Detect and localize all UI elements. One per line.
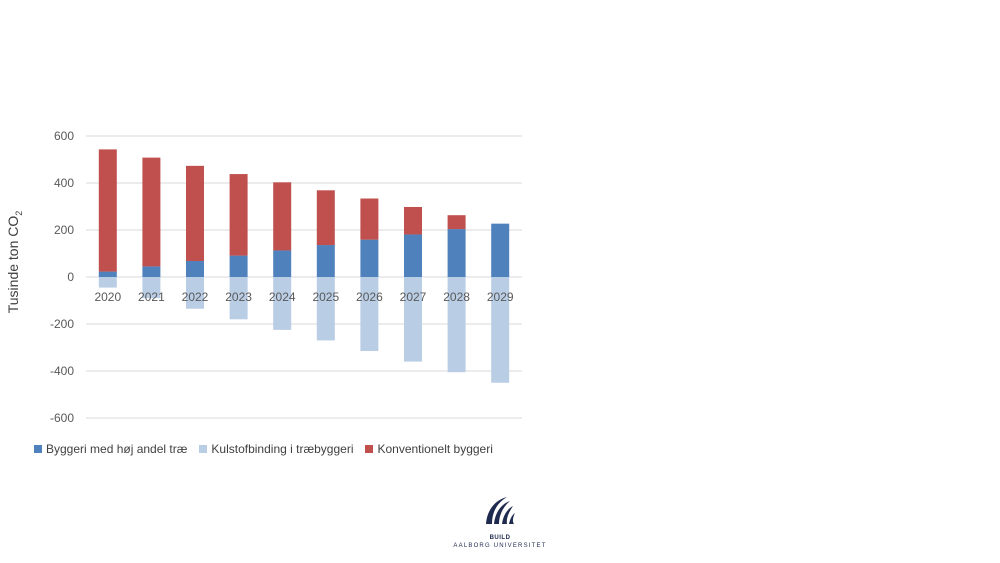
bar	[447, 229, 466, 277]
x-tick-label: 2021	[138, 290, 165, 304]
bar	[360, 198, 379, 240]
legend-swatch-kulstof	[199, 445, 208, 453]
bar	[360, 239, 379, 277]
x-tick-label: 2025	[312, 290, 339, 304]
bar	[447, 215, 466, 230]
legend-swatch-trae	[34, 445, 42, 453]
legend-item-konventionelt: Konventionelt byggeri	[365, 442, 493, 456]
bars	[98, 149, 510, 383]
bar	[447, 277, 466, 373]
bar	[142, 157, 161, 267]
bar	[360, 277, 379, 352]
legend-swatch-konventionelt	[365, 445, 374, 453]
bar	[142, 266, 161, 277]
bar	[404, 206, 422, 235]
y-tick-label: 0	[67, 270, 74, 284]
y-axis-label: Tusinde ton CO2	[5, 211, 24, 314]
bar	[186, 165, 204, 262]
bar	[404, 234, 422, 277]
bar	[98, 149, 117, 272]
x-tick-label: 2020	[94, 290, 121, 304]
bar	[316, 190, 335, 246]
x-tick-label: 2024	[269, 290, 296, 304]
bar	[273, 277, 292, 330]
x-tick-label: 2023	[225, 290, 252, 304]
y-tick-label: 600	[54, 129, 74, 143]
x-tick-label: 2029	[487, 290, 514, 304]
logo-university-text: AALBORG UNIVERSITET	[453, 543, 547, 549]
bar	[491, 277, 510, 383]
bar	[229, 174, 248, 256]
bar	[98, 271, 117, 277]
legend-item-trae: Byggeri med høj andel træ	[34, 442, 187, 456]
x-tick-label: 2022	[182, 290, 209, 304]
bar	[273, 182, 292, 251]
bar	[98, 277, 117, 288]
y-tick-label: 200	[54, 223, 74, 237]
y-tick-label: -600	[50, 411, 74, 425]
y-tick-label: 400	[54, 176, 74, 190]
legend-label-trae: Byggeri med høj andel træ	[46, 442, 188, 456]
bar	[229, 255, 248, 277]
bar	[273, 250, 292, 277]
bar	[316, 277, 335, 341]
bar	[229, 277, 248, 320]
x-tick-label: 2028	[443, 290, 470, 304]
bar	[186, 261, 204, 277]
aalborg-university-logo: BUILD AALBORG UNIVERSITET	[452, 494, 548, 549]
legend-item-kulstof: Kulstofbinding i træbyggeri	[199, 442, 353, 456]
bar	[491, 223, 510, 277]
y-tick-label: -200	[50, 317, 74, 331]
bar	[186, 277, 204, 309]
bar	[316, 245, 335, 277]
x-tick-label: 2026	[356, 290, 383, 304]
x-tick-label: 2027	[400, 290, 427, 304]
y-axis-ticks: 600 400 200 0 -200 -400 -600	[50, 129, 74, 425]
legend: Byggeri med høj andel træ Kulstofbinding…	[34, 442, 493, 456]
logo-build-text: BUILD	[489, 535, 511, 541]
legend-label-konventionelt: Konventionelt byggeri	[377, 442, 493, 456]
logo-emblem-icon	[486, 497, 515, 524]
bar	[142, 277, 161, 299]
x-axis-ticks: 2020 2021 2022 2023 2024 2025 2026 2027 2028 2029	[94, 290, 513, 304]
legend-label-kulstof: Kulstofbinding i træbyggeri	[211, 442, 354, 456]
bar	[404, 277, 422, 362]
y-tick-label: -400	[50, 364, 74, 378]
